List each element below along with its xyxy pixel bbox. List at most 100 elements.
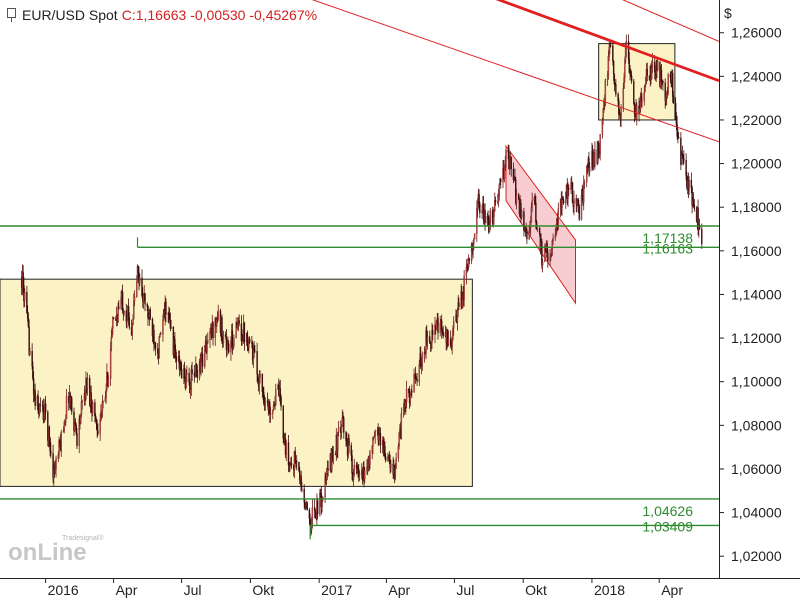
x-tick-label-8: Okt — [525, 582, 547, 598]
candle-body-440 — [479, 203, 481, 213]
candle-body-15 — [34, 390, 36, 406]
candle-body-150 — [175, 356, 178, 362]
channel-area — [505, 144, 576, 305]
candle-body-225 — [254, 350, 256, 352]
candle-body-475 — [515, 194, 518, 203]
candle-body-235 — [264, 400, 267, 406]
candle-body-90 — [112, 317, 115, 319]
falling-channel — [505, 144, 576, 305]
candle-body-567 — [612, 60, 615, 75]
candle-body-25 — [44, 403, 47, 413]
candle-body-578 — [624, 60, 626, 78]
candle-body-181 — [209, 331, 211, 341]
instrument-icon[interactable] — [7, 8, 16, 18]
candle-body-180 — [207, 339, 209, 344]
candle-body-86 — [109, 349, 112, 379]
candle-body-351 — [387, 456, 389, 461]
candle-body-160 — [186, 373, 188, 375]
candle-body-350 — [384, 456, 387, 461]
candle-body-345 — [379, 433, 382, 446]
candle-body-179 — [206, 343, 208, 353]
candle-body-635 — [683, 158, 685, 161]
candle-body-539 — [583, 182, 585, 203]
candle-body-109 — [133, 300, 135, 320]
candle-body-280 — [311, 507, 314, 520]
candle-body-17 — [37, 395, 39, 406]
candle-body-256 — [287, 442, 290, 465]
candle-body-390 — [426, 336, 429, 342]
candle-body-80 — [102, 401, 104, 403]
candle-body-535 — [578, 205, 580, 220]
candle-body-373 — [409, 393, 412, 404]
candle-body-76 — [99, 419, 101, 434]
candle-body-176 — [204, 345, 206, 367]
candle-body-476 — [517, 194, 520, 200]
candle-body-108 — [132, 319, 134, 325]
candle-body-496 — [538, 227, 541, 234]
candle-body-5 — [23, 292, 26, 302]
candle-body-493 — [535, 203, 537, 223]
x-tick-label-10: Apr — [661, 582, 683, 598]
candle-body-453 — [493, 210, 495, 218]
x-tick-label-7: Jul — [456, 582, 474, 598]
candle-body-37 — [58, 440, 60, 456]
candle-body-489 — [530, 207, 533, 223]
candle-body-518 — [561, 198, 563, 208]
candle-body-45 — [65, 396, 68, 420]
candle-body-555 — [599, 134, 601, 155]
candle-body-135 — [159, 333, 162, 335]
support-level-label-4: 1,03409 — [642, 518, 693, 534]
candle-body-505 — [547, 252, 549, 262]
candle-body-391 — [429, 336, 431, 344]
candle-body-597 — [644, 84, 646, 93]
candle-body-173 — [200, 355, 202, 372]
candle-body-613 — [660, 69, 663, 83]
candle-body-640 — [688, 179, 690, 191]
candle-body-102 — [126, 319, 128, 322]
candle-body-562 — [607, 56, 610, 75]
candle-body-200 — [228, 343, 230, 353]
candle-body-361 — [397, 446, 400, 459]
candle-body-307 — [340, 426, 343, 433]
candle-body-610 — [657, 61, 659, 71]
candle-body-10 — [29, 350, 31, 355]
candle-body-26 — [47, 412, 49, 441]
candle-body-605 — [651, 61, 654, 69]
candle-body-571 — [617, 94, 619, 101]
y-tick-label-1: 1,02000 — [731, 548, 782, 564]
candle-body-557 — [602, 108, 604, 120]
candle-body-290 — [322, 496, 324, 498]
y-tick-label-4: 1,08000 — [731, 417, 782, 433]
candle-body-95 — [118, 306, 120, 309]
candle-body-465 — [505, 150, 507, 161]
candle-body-295 — [327, 468, 329, 471]
candle-body-458 — [498, 184, 500, 197]
candle-body-413 — [451, 338, 453, 348]
candle-body-87 — [110, 337, 113, 350]
candle-body-125 — [149, 309, 151, 320]
candle-body-488 — [529, 221, 532, 228]
candle-body-545 — [588, 167, 591, 172]
chart-title: EUR/USD Spot C:1,16663 -0,00530 -0,45267% — [22, 7, 317, 23]
candle-body-325 — [358, 473, 361, 476]
candle-body-615 — [662, 81, 664, 83]
candle-body-134 — [159, 333, 161, 337]
candle-body-568 — [613, 73, 616, 84]
candle-body-645 — [693, 204, 696, 209]
candle-body-107 — [131, 324, 133, 336]
candle-body-439 — [478, 194, 480, 204]
y-axis-ticks: 1,02000 1,04000 1,06000 1,08000 1,10000 1,120… — [719, 25, 782, 564]
candle-body-450 — [489, 210, 491, 226]
candle-body-56 — [78, 418, 80, 446]
candle-body-604 — [651, 67, 653, 79]
instrument-name: EUR/USD Spot — [22, 7, 118, 23]
candle-body-60 — [81, 401, 83, 403]
candle-body-463 — [503, 164, 506, 179]
candle-body-133 — [158, 336, 160, 359]
candle-body-304 — [337, 432, 339, 451]
candle-body-405 — [442, 331, 444, 337]
candle-body-375 — [411, 391, 413, 393]
candle-body-370 — [405, 389, 408, 403]
watermark-small-text: Tradesignal® — [62, 534, 104, 542]
